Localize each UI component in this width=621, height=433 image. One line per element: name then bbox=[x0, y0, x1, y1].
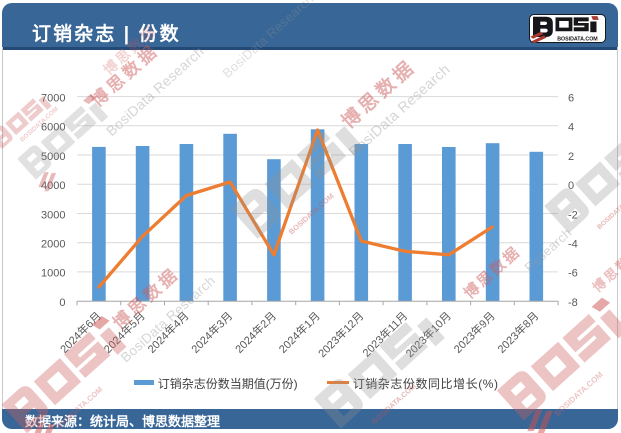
svg-text:2024年1月: 2024年1月 bbox=[276, 309, 323, 356]
svg-text:7000: 7000 bbox=[41, 92, 65, 104]
svg-text:3000: 3000 bbox=[41, 209, 65, 221]
svg-text:6: 6 bbox=[568, 92, 574, 104]
svg-text:2: 2 bbox=[568, 151, 574, 163]
svg-text:4000: 4000 bbox=[41, 180, 65, 192]
svg-text:BOSIDATA.COM: BOSIDATA.COM bbox=[557, 36, 598, 42]
svg-text:-2: -2 bbox=[568, 209, 578, 221]
svg-text:5000: 5000 bbox=[41, 151, 65, 163]
svg-text:2023年8月: 2023年8月 bbox=[494, 309, 541, 356]
svg-text:0: 0 bbox=[568, 180, 574, 192]
svg-text:-8: -8 bbox=[568, 297, 578, 309]
svg-text:1000: 1000 bbox=[41, 268, 65, 280]
svg-text:4: 4 bbox=[568, 122, 574, 134]
svg-text:2024年3月: 2024年3月 bbox=[188, 309, 235, 356]
svg-text:0: 0 bbox=[59, 297, 65, 309]
svg-text:2024年2月: 2024年2月 bbox=[232, 309, 279, 356]
svg-text:2000: 2000 bbox=[41, 239, 65, 251]
svg-text:6000: 6000 bbox=[41, 122, 65, 134]
svg-text:-6: -6 bbox=[568, 268, 578, 280]
svg-text:-4: -4 bbox=[568, 239, 578, 251]
